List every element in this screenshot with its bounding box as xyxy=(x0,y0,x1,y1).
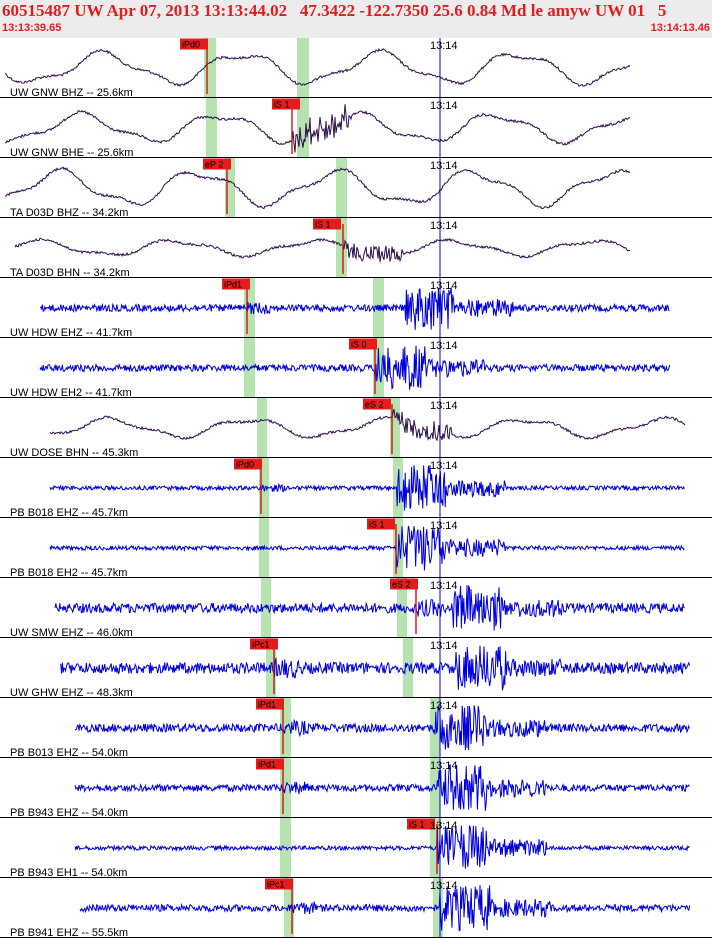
s-phase-band xyxy=(297,38,309,98)
pick-label: iPd0 xyxy=(182,40,200,50)
waveform-trace xyxy=(49,408,686,442)
end-time: 13:14:13.46 xyxy=(650,22,710,34)
waveform-trace xyxy=(4,166,631,210)
pick-marker[interactable] xyxy=(313,218,341,230)
minute-tick-label: 13:14 xyxy=(430,820,458,832)
start-time: 13:13:39.65 xyxy=(2,22,62,34)
pick-label: eP 2 xyxy=(205,160,223,170)
minute-tick-label: 13:14 xyxy=(430,580,458,592)
minute-tick-label: 13:14 xyxy=(430,760,458,772)
pick-marker[interactable] xyxy=(363,398,391,410)
waveform-trace xyxy=(49,525,685,571)
waveform-trace xyxy=(74,764,690,811)
pick-label: iS 1 xyxy=(369,520,385,530)
pick-label: eS 2 xyxy=(365,400,384,410)
pick-marker[interactable] xyxy=(407,818,435,830)
p-phase-band xyxy=(257,398,267,458)
p-phase-band xyxy=(225,158,235,218)
station-label: PB B941 EHZ -- 55.5km xyxy=(10,927,128,938)
minute-tick-label: 13:14 xyxy=(430,220,458,232)
waveform-trace xyxy=(74,705,690,751)
pick-label: iS 1 xyxy=(409,820,425,830)
station-label: TA D03D BHZ -- 34.2km xyxy=(10,207,128,219)
pick-marker[interactable] xyxy=(256,758,284,770)
minute-tick-label: 13:14 xyxy=(430,100,458,112)
station-label: TA D03D BHN -- 34.2km xyxy=(10,267,130,279)
event-title: 60515487 UW Apr 07, 2013 13:13:44.02 47.… xyxy=(2,1,667,20)
minute-tick-label: 13:14 xyxy=(430,640,458,652)
pick-marker[interactable] xyxy=(272,98,300,110)
waveform-trace xyxy=(59,645,691,691)
waveform-trace xyxy=(4,104,631,153)
pick-label: iS 0 xyxy=(351,340,367,350)
pick-label: iPd0 xyxy=(236,460,254,470)
waveform-trace xyxy=(74,824,690,869)
waveform-trace xyxy=(49,465,685,511)
s-phase-band xyxy=(373,338,384,398)
pick-label: iS 1 xyxy=(315,220,331,230)
p-phase-band xyxy=(244,338,255,398)
minute-tick-label: 13:14 xyxy=(430,340,458,352)
station-label: PB B018 EHZ -- 45.7km xyxy=(10,507,128,519)
p-phase-band xyxy=(206,98,217,158)
pick-label: iPd1 xyxy=(224,280,242,290)
s-phase-band xyxy=(297,98,309,158)
p-phase-band xyxy=(336,218,347,278)
waveform-trace xyxy=(4,48,631,88)
s-phase-band xyxy=(397,578,407,638)
s-phase-band xyxy=(390,398,400,458)
station-label: UW SMW EHZ -- 46.0km xyxy=(10,627,133,639)
pick-label: iPc1 xyxy=(252,640,270,650)
minute-tick-label: 13:14 xyxy=(430,40,458,52)
s-phase-band xyxy=(336,158,347,218)
pick-marker[interactable] xyxy=(256,698,284,710)
minute-tick-label: 13:14 xyxy=(430,400,458,412)
station-label: UW HDW EHZ -- 41.7km xyxy=(10,327,132,339)
minute-tick-label: 13:14 xyxy=(430,520,458,532)
s-phase-band xyxy=(403,638,413,698)
waveform-trace xyxy=(39,287,670,330)
pick-marker[interactable] xyxy=(203,158,231,170)
minute-tick-label: 13:14 xyxy=(430,280,458,292)
pick-label: iPd1 xyxy=(258,700,276,710)
pick-label: eS 2 xyxy=(392,580,411,590)
minute-tick-label: 13:14 xyxy=(430,160,458,172)
station-label: UW HDW EH2 -- 41.7km xyxy=(10,387,132,399)
minute-tick-label: 13:14 xyxy=(430,700,458,712)
pick-marker[interactable] xyxy=(349,338,377,350)
station-label: PB B018 EH2 -- 45.7km xyxy=(10,567,127,579)
pick-marker[interactable] xyxy=(234,458,262,470)
pick-marker[interactable] xyxy=(390,578,418,590)
station-label: PB B943 EHZ -- 54.0km xyxy=(10,807,128,819)
p-phase-band xyxy=(244,278,255,338)
minute-tick-label: 13:14 xyxy=(430,460,458,472)
station-label: UW GHW EHZ -- 48.3km xyxy=(10,687,133,699)
waveform-trace xyxy=(39,345,671,390)
pick-label: iPd1 xyxy=(258,760,276,770)
pick-marker[interactable] xyxy=(250,638,278,650)
station-label: UW GNW BHE -- 25.6km xyxy=(10,147,133,159)
seismogram-panel[interactable]: iPd0 13:14 UW GNW BHZ -- 25.6km iS 1 13:14 UW… xyxy=(0,38,712,938)
station-label: UW DOSE BHN -- 45.3km xyxy=(10,447,138,459)
station-label: PB B943 EH1 -- 54.0km xyxy=(10,867,127,879)
station-label: PB B013 EHZ -- 54.0km xyxy=(10,747,128,759)
waveform-trace xyxy=(14,237,631,263)
event-header: 60515487 UW Apr 07, 2013 13:13:44.02 47.… xyxy=(0,0,712,38)
pick-marker[interactable] xyxy=(265,878,293,890)
pick-marker[interactable] xyxy=(180,38,208,50)
pick-marker[interactable] xyxy=(367,518,395,530)
waveform-trace xyxy=(54,584,685,631)
waveform-trace xyxy=(79,885,691,932)
p-phase-band xyxy=(261,578,271,638)
station-label: UW GNW BHZ -- 25.6km xyxy=(10,87,133,99)
pick-label: iPc1 xyxy=(267,880,285,890)
pick-marker[interactable] xyxy=(222,278,250,290)
minute-tick-label: 13:14 xyxy=(430,880,458,892)
pick-label: iS 1 xyxy=(274,100,290,110)
